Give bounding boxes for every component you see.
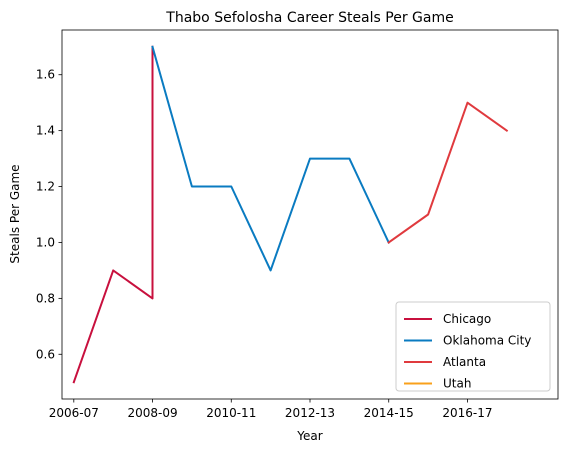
x-axis-label: Year [296, 429, 322, 443]
chart-title: Thabo Sefolosha Career Steals Per Game [165, 10, 453, 26]
legend: Chicago Oklahoma City Atlanta Utah [395, 301, 551, 392]
y-tick-label: 1.0 [36, 235, 55, 249]
y-tick-label: 0.6 [36, 347, 55, 361]
legend-label-3: Utah [443, 377, 471, 391]
x-tick-label: 2012-13 [285, 406, 335, 420]
series-layer [72, 45, 509, 384]
x-tick-label: 2010-11 [206, 406, 256, 420]
series-line-0 [72, 45, 154, 384]
y-axis: 0.6 0.8 1.0 1.2 1.4 1.6 [36, 68, 62, 361]
legend-box [395, 301, 551, 392]
x-tick-label: 2014-15 [364, 406, 414, 420]
x-tick-label: 2016-17 [442, 406, 492, 420]
y-tick-label: 0.8 [36, 291, 55, 305]
x-tick-label: 2008-09 [127, 406, 177, 420]
x-axis: 2006-07 2008-09 2010-11 2012-13 2014-15 2016-… [49, 399, 493, 420]
series-line-1 [151, 45, 391, 272]
x-tick-label: 2006-07 [49, 406, 99, 420]
legend-label-0: Chicago [443, 312, 491, 326]
series-line-2 [387, 101, 509, 244]
legend-label-1: Oklahoma City [443, 334, 531, 348]
y-tick-label: 1.4 [36, 124, 55, 138]
y-tick-label: 1.2 [36, 180, 55, 194]
y-axis-label: Steals Per Game [8, 164, 22, 263]
legend-label-2: Atlanta [443, 355, 486, 369]
y-tick-label: 1.6 [36, 68, 55, 82]
